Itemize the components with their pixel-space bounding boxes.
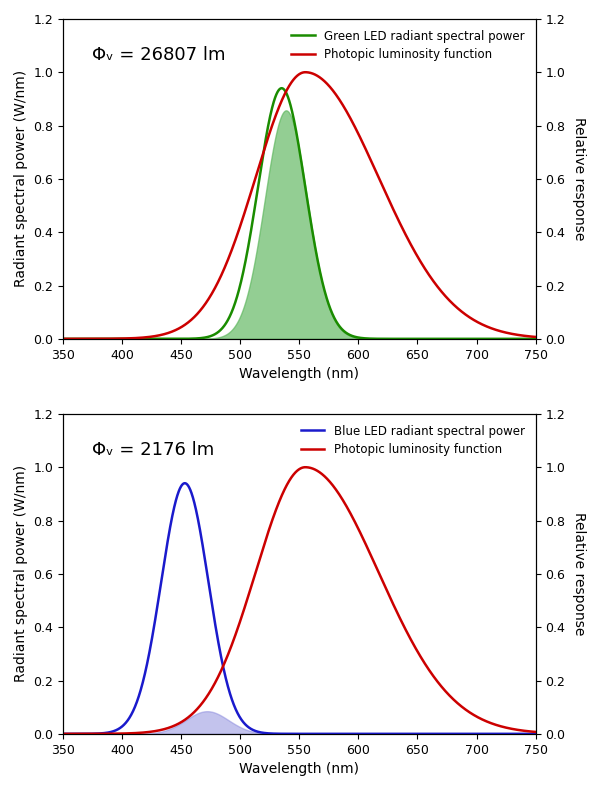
Text: Φᵥ = 26807 lm: Φᵥ = 26807 lm [92,47,225,65]
Y-axis label: Radiant spectral power (W/nm): Radiant spectral power (W/nm) [14,70,28,288]
X-axis label: Wavelength (nm): Wavelength (nm) [239,367,359,381]
Y-axis label: Relative response: Relative response [572,512,586,635]
X-axis label: Wavelength (nm): Wavelength (nm) [239,762,359,776]
Y-axis label: Relative response: Relative response [572,117,586,240]
Legend: Blue LED radiant spectral power, Photopic luminosity function: Blue LED radiant spectral power, Photopi… [296,419,530,461]
Y-axis label: Radiant spectral power (W/nm): Radiant spectral power (W/nm) [14,465,28,683]
Text: Φᵥ = 2176 lm: Φᵥ = 2176 lm [92,442,214,460]
Legend: Green LED radiant spectral power, Photopic luminosity function: Green LED radiant spectral power, Photop… [287,24,530,66]
